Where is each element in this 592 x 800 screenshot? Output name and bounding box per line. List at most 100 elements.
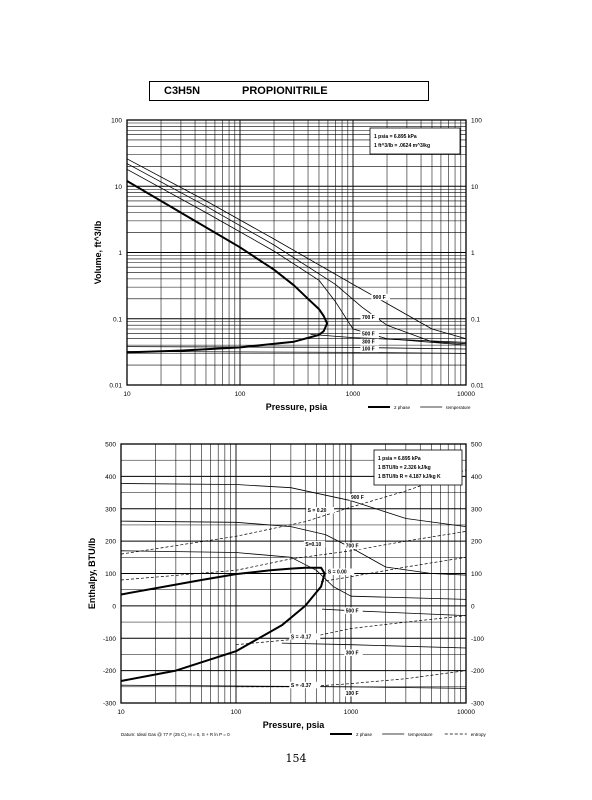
y-tick-label-right: 400 bbox=[471, 474, 482, 481]
curve-label-bg bbox=[344, 607, 363, 614]
isotherm-line bbox=[120, 684, 467, 689]
two-phase-curve bbox=[120, 566, 326, 682]
legend-label: entropy bbox=[471, 732, 487, 737]
curve-label: S = -0.17 bbox=[291, 634, 312, 640]
curve-label: 900 F bbox=[373, 295, 386, 301]
curve-label-bg bbox=[360, 345, 379, 353]
curve-label-bg bbox=[289, 681, 321, 689]
y-tick-label-right: 200 bbox=[471, 539, 482, 546]
y-axis-label: Volume, ft^3/lb bbox=[93, 220, 103, 284]
y-tick-label-left: 0.1 bbox=[113, 316, 122, 323]
y-tick-label-left: 100 bbox=[105, 571, 116, 578]
legend-label: temperature bbox=[446, 405, 471, 410]
isotherm-line bbox=[310, 334, 467, 343]
x-tick-label: 1000 bbox=[344, 709, 359, 716]
y-tick-label-left: 0 bbox=[112, 603, 116, 610]
isotherm-line bbox=[126, 346, 467, 350]
y-tick-label-left: -300 bbox=[103, 701, 116, 708]
y-tick-label-right: 0.01 bbox=[471, 383, 484, 390]
curve-label: S = 0.00 bbox=[328, 570, 347, 576]
isotherm-line bbox=[120, 550, 467, 600]
curve-label-bg bbox=[344, 689, 363, 697]
chart-footnote: Datum: Ideal Gas @ 77 F (25 C), H = 0, S… bbox=[121, 732, 230, 737]
isotherm-line bbox=[126, 351, 467, 354]
y-tick-label-right: 100 bbox=[471, 571, 482, 578]
curve-label-bg bbox=[349, 494, 368, 501]
legend-label: 2 phase bbox=[394, 405, 411, 410]
page-number: 154 bbox=[285, 752, 307, 765]
y-tick-label-left: -200 bbox=[103, 668, 116, 675]
curve-label-bg bbox=[360, 313, 379, 321]
isotherm-line bbox=[281, 642, 467, 649]
entropy-line bbox=[120, 469, 467, 555]
x-axis-label: Pressure, psia bbox=[263, 720, 326, 730]
conversion-info-box bbox=[369, 127, 461, 155]
isotherm-line bbox=[126, 163, 467, 345]
curve-label: 700 F bbox=[362, 315, 375, 321]
y-tick-label-left: 400 bbox=[105, 474, 116, 481]
legend-label: temperature bbox=[408, 732, 433, 737]
chart-1: 10 100 1000 10000 100 100 10 10 1 1 0.1 0.1 0.01 0.01… bbox=[93, 118, 484, 413]
y-tick-label-right: 100 bbox=[471, 118, 482, 125]
curve-label: 300 F bbox=[362, 340, 375, 346]
curve-label: S=0.10 bbox=[305, 542, 321, 548]
chart-title-box: C3H5N PROPIONITRILE bbox=[149, 81, 429, 101]
conversion-info-text: 1 ft^3/lb = .0624 m^3/kg bbox=[374, 143, 430, 149]
curve-label: 900 F bbox=[351, 495, 364, 501]
y-tick-label-left: 100 bbox=[111, 118, 122, 125]
x-axis-label: Pressure, psia bbox=[266, 402, 329, 412]
x-tick-label: 10 bbox=[117, 709, 125, 716]
y-tick-label-right: -300 bbox=[471, 701, 484, 708]
x-tick-label: 1000 bbox=[346, 391, 361, 398]
curve-label-bg bbox=[306, 506, 334, 514]
x-tick-label: 100 bbox=[235, 391, 246, 398]
curve-label-bg bbox=[289, 633, 321, 640]
curve-label-bg bbox=[326, 568, 355, 575]
conversion-info-text: 1 BTU/lb R = 4.187 kJ/kg K bbox=[378, 474, 441, 480]
y-tick-label-left: 0.01 bbox=[109, 383, 122, 390]
isotherm-line bbox=[120, 520, 467, 576]
y-tick-label-right: -100 bbox=[471, 636, 484, 643]
y-tick-label-right: 0 bbox=[471, 603, 475, 610]
y-tick-label-left: 500 bbox=[105, 442, 116, 449]
conversion-info-box bbox=[373, 449, 463, 486]
y-tick-label-right: 0.1 bbox=[471, 316, 480, 323]
curve-label-bg bbox=[360, 338, 379, 346]
y-tick-label-right: 500 bbox=[471, 442, 482, 449]
entropy-line bbox=[120, 531, 467, 581]
isotherm-line bbox=[126, 168, 467, 346]
conversion-info-text: 1 psia = 6.895 kPa bbox=[374, 134, 417, 140]
conversion-info-text: 1 psia = 6.895 kPa bbox=[378, 456, 421, 462]
curve-label: 500 F bbox=[346, 608, 359, 614]
x-tick-label: 10 bbox=[123, 391, 131, 398]
isotherm-line bbox=[120, 483, 467, 527]
curve-label-bg bbox=[344, 542, 363, 550]
plot-frame bbox=[120, 443, 467, 704]
isotherm-line bbox=[126, 158, 467, 340]
y-tick-label-right: -200 bbox=[471, 668, 484, 675]
x-tick-label: 100 bbox=[231, 709, 242, 716]
y-tick-label-right: 1 bbox=[471, 250, 475, 257]
curve-label: 300 F bbox=[346, 650, 359, 656]
y-tick-label-right: 300 bbox=[471, 506, 482, 513]
curve-label-bg bbox=[344, 649, 363, 656]
curve-label-bg bbox=[303, 540, 326, 548]
y-axis-label: Enthalpy, BTU/lb bbox=[87, 537, 97, 609]
curve-label: S = 0.20 bbox=[308, 508, 327, 514]
entropy-line bbox=[236, 670, 467, 688]
y-tick-label-left: -100 bbox=[103, 636, 116, 643]
x-tick-label: 10000 bbox=[457, 709, 475, 716]
two-phase-curve bbox=[126, 180, 329, 354]
y-tick-label-left: 300 bbox=[105, 506, 116, 513]
curve-label: 100 F bbox=[362, 347, 375, 353]
curve-label-bg bbox=[360, 330, 379, 337]
conversion-info-text: 1 BTU/lb = 2.326 kJ/kg bbox=[378, 465, 431, 471]
plot-frame bbox=[126, 119, 467, 386]
isotherm-line bbox=[321, 608, 467, 616]
y-tick-label-left: 10 bbox=[115, 184, 123, 191]
y-tick-label-left: 200 bbox=[105, 539, 116, 546]
compound-formula: C3H5N bbox=[164, 85, 201, 97]
curve-label: S = -0.37 bbox=[291, 683, 312, 689]
